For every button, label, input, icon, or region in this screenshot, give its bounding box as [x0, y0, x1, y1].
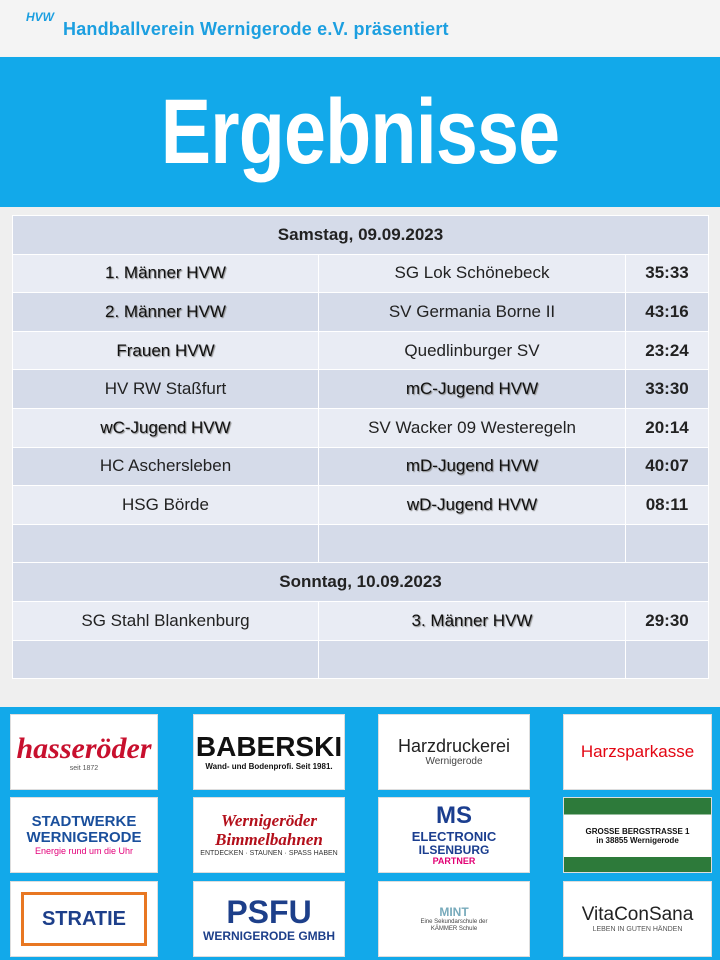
sponsor-text: ENTDECKEN · STAUNEN · SPASS HABEN [200, 849, 338, 857]
results-table: Samstag, 09.09.2023 1. Männer HVW SG Lok S… [12, 215, 709, 680]
score: 29:30 [625, 600, 709, 641]
sponsor-text: PARTNER [432, 855, 476, 866]
away-team: wD-Jugend HVW [318, 485, 626, 525]
home-team: HV RW Staßfurt [12, 369, 319, 409]
banner: Ergebnisse [0, 57, 720, 207]
sponsor-text: Wand- und Bodenprofi. Seit 1981. [205, 762, 333, 771]
sponsor-logo: MS ELECTRONIC ILSENBURG PARTNER [378, 797, 530, 873]
empty-row [12, 523, 709, 564]
sponsor-logo: STADTWERKE WERNIGERODE Energie rund um die… [10, 797, 158, 873]
results: Samstag, 09.09.2023 1. Männer HVW SG Lok S… [0, 207, 720, 707]
sponsor-text: MINT [439, 904, 469, 919]
match-row: HV RW Staßfurt mC-Jugend HVW 33:30 [12, 369, 709, 409]
away-team: SV Germania Borne II [318, 292, 626, 332]
away-team: Quedlinburger SV [318, 330, 626, 371]
away-team: mC-Jugend HVW [318, 369, 626, 409]
sponsor-text: GROSSE BERGSTRASSE 1 [585, 826, 690, 836]
sponsor-logo: hasseröder seit 1872 [10, 714, 158, 790]
sponsor-text: WERNIGERODE [26, 829, 142, 847]
score: 20:14 [625, 407, 709, 448]
score: 33:30 [625, 369, 709, 409]
away-team: 3. Männer HVW [318, 600, 626, 641]
sponsor-logo: BABERSKI Wand- und Bodenprofi. Seit 1981. [193, 714, 345, 790]
sponsor-text: PSFU [226, 893, 312, 930]
sponsor-text: ELECTRONIC [411, 828, 497, 844]
match-row: SG Stahl Blankenburg 3. Männer HVW 29:30 [12, 600, 709, 641]
score: 08:11 [625, 485, 709, 525]
sponsor-text: DAS BONAPARTE [594, 816, 681, 828]
date: Sonntag, 10.09.2023 [12, 562, 709, 602]
sponsor-text: Harzsparkasse [580, 741, 695, 761]
empty-cell [12, 523, 319, 564]
score: 35:33 [625, 253, 709, 294]
club-logo: HVW [26, 10, 54, 24]
home-team: HC Aschersleben [12, 446, 319, 487]
sponsor-text: BABERSKI [195, 731, 343, 763]
sponsor-text: hasseröder [16, 731, 152, 765]
home-team: 1. Männer HVW [12, 253, 319, 294]
sponsor-logo: Harzsparkasse [563, 714, 712, 790]
away-team: SG Lok Schönebeck [318, 253, 626, 294]
sponsor-text: seit 1872 [69, 764, 99, 772]
date: Samstag, 09.09.2023 [12, 215, 709, 255]
sponsor-logo: VitaConSana LEBEN IN GUTEN HÄNDEN [563, 881, 712, 957]
sponsor-text: Energie rund um die Uhr [34, 845, 134, 856]
sponsor-text: WERNIGERODE GMBH [203, 929, 335, 943]
banner-title: Ergebnisse [160, 80, 560, 183]
sponsor-logo: STRATIE [10, 881, 158, 957]
home-team: SG Stahl Blankenburg [12, 600, 319, 641]
match-row: wC-Jugend HVW SV Wacker 09 Westeregeln 20:… [12, 407, 709, 448]
sponsor-logo: PSFU WERNIGERODE GMBH [193, 881, 345, 957]
score: 40:07 [625, 446, 709, 487]
empty-cell [625, 639, 709, 680]
sponsor-text: in 38855 Wernigerode [596, 835, 679, 845]
date-row: Sonntag, 10.09.2023 [12, 562, 709, 602]
sponsor-text: KÄMMER Schule [430, 925, 478, 932]
sponsor-text: Wernigerode [425, 756, 483, 768]
sponsor-logo: Wernigeröder Bimmelbahnen ENTDECKEN · STAU… [193, 797, 345, 873]
empty-cell [318, 523, 626, 564]
sponsor-text: MS [436, 802, 472, 830]
score: 43:16 [625, 292, 709, 332]
sponsor-text: ILSENBURG [418, 842, 490, 857]
match-row: 1. Männer HVW SG Lok Schönebeck 35:33 [12, 253, 709, 294]
sponsor-text: Harzdruckerei [397, 735, 511, 756]
away-team: mD-Jugend HVW [318, 446, 626, 487]
empty-cell [625, 523, 709, 564]
date-row: Samstag, 09.09.2023 [12, 215, 709, 255]
home-team: HSG Börde [12, 485, 319, 525]
sponsor-text: Eine Sekundarschule der [420, 919, 488, 925]
empty-cell [318, 639, 626, 680]
home-team: wC-Jugend HVW [12, 407, 319, 448]
home-team: 2. Männer HVW [12, 292, 319, 332]
empty-cell [12, 639, 319, 680]
sponsor-text: LEBEN IN GUTEN HÄNDEN [592, 925, 683, 933]
sponsor-text: Wernigeröder [220, 811, 317, 831]
sponsor-text: www.das-bonaparte.de [601, 845, 674, 853]
sponsor-text: STRATIE [41, 908, 127, 930]
sponsor-logo: DAS BONAPARTE GROSSE BERGSTRASSE 1 in 3885… [563, 797, 712, 873]
match-row: HC Aschersleben mD-Jugend HVW 40:07 [12, 446, 709, 487]
score: 23:24 [625, 330, 709, 371]
sponsor-text: Bimmelbahnen [215, 830, 323, 850]
away-team: SV Wacker 09 Westeregeln [318, 407, 626, 448]
sponsor-text: VitaConSana [581, 903, 694, 925]
empty-row [12, 639, 709, 680]
sponsor-logo: MINT Eine Sekundarschule der KÄMMER Schule [378, 881, 530, 957]
header: HVW Handballverein Wernigerode e.V. präs… [0, 0, 720, 56]
header-title: Handballverein Wernigerode e.V. präsenti… [63, 19, 449, 39]
match-row: Frauen HVW Quedlinburger SV 23:24 [12, 330, 709, 371]
sponsor-text: STADTWERKE [31, 812, 137, 830]
match-row: HSG Börde wD-Jugend HVW 08:11 [12, 485, 709, 525]
sponsors: hasseröder seit 1872 BABERSKI Wand- und Bod… [0, 707, 720, 960]
match-row: 2. Männer HVW SV Germania Borne II 43:16 [12, 292, 709, 332]
home-team: Frauen HVW [12, 330, 319, 371]
sponsor-logo: Harzdruckerei Wernigerode [378, 714, 530, 790]
